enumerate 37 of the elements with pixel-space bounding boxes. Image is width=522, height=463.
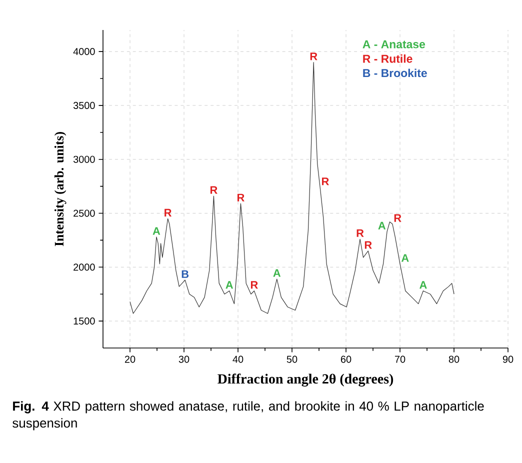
annotation: B - Brookite: [363, 68, 427, 78]
x-tick-label: 20: [124, 356, 136, 363]
x-tick-label: 50: [286, 356, 298, 363]
y-tick-label: 2500: [74, 210, 95, 217]
x-axis-title: Diffraction angle 2θ (degrees): [218, 374, 394, 387]
annotation: R: [164, 208, 172, 216]
y-tick-label: 2000: [74, 264, 95, 271]
y-tick-label: 4000: [73, 48, 95, 56]
y-axis-title: Intensity (arb. units): [54, 132, 66, 246]
annotation: R: [356, 229, 364, 237]
x-tick-label: 30: [178, 356, 190, 363]
annotation: B: [182, 270, 189, 278]
annotation: R: [250, 281, 258, 289]
annotation: R: [394, 214, 402, 222]
annotation: A: [420, 281, 427, 289]
annotation: R: [310, 52, 318, 60]
annotation: A: [401, 254, 409, 262]
y-tick-label: 3000: [73, 156, 95, 163]
text: Fig. 4 XRD pattern showed anatase, rutile, and brookite in 40 % LP nanoparticle suspension: [12, 401, 484, 430]
x-tick-label: 70: [394, 356, 406, 363]
x-tick-label: 90: [502, 356, 514, 363]
y-tick-label: 1500: [74, 318, 95, 325]
x-tick-label: 40: [232, 356, 244, 363]
annotation: R: [322, 178, 329, 186]
annotation: R: [364, 241, 372, 249]
annotation: R: [237, 194, 244, 202]
annotation: A - Anatase: [362, 40, 426, 48]
y-tick-label: 3500: [73, 102, 95, 109]
annotation: A: [152, 227, 160, 235]
x-tick-label: 80: [448, 356, 460, 363]
annotation: A: [273, 269, 281, 277]
x-tick-label: 60: [340, 356, 352, 363]
annotation: R: [210, 186, 218, 194]
annotation: R - Rutile: [363, 54, 412, 63]
line-series: [130, 62, 454, 314]
annotation: A: [226, 281, 234, 289]
annotation: A: [378, 222, 386, 230]
